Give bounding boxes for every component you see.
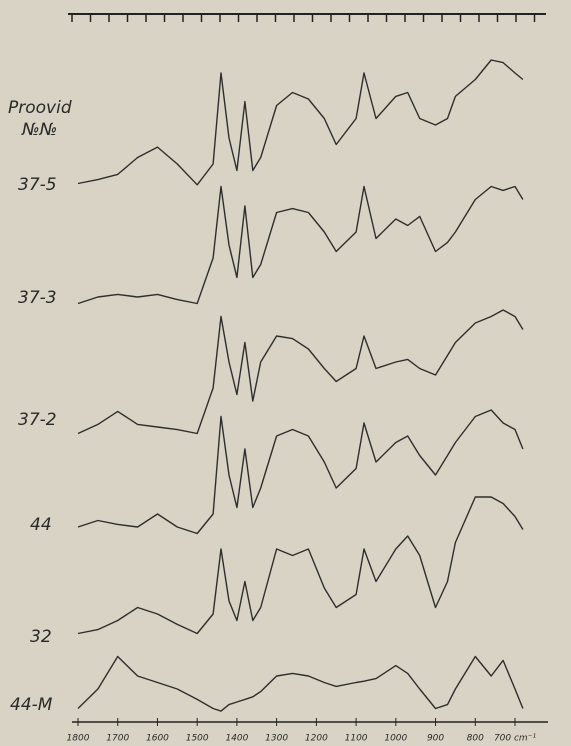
series-label: 44-M [10,695,53,715]
x-tick-label: 800 [467,734,484,744]
series-label: 32 [30,627,52,647]
x-tick-label: 1800 [67,734,90,744]
spectrum-line [77,655,524,712]
ruler-ticks [71,14,536,22]
series-label: 37-5 [18,175,57,195]
x-tick-label: 1600 [146,734,169,744]
series-label: 37-3 [18,288,57,308]
x-tick-label: 700 cm⁻¹ [494,734,537,744]
spectrum-line [77,59,524,186]
x-tick-label: 1100 [345,734,368,744]
spectrum-line [77,185,524,305]
x-tick-label: 1200 [305,734,328,744]
legend-title: №№ [21,120,57,140]
spectrum-line [77,409,524,535]
x-tick-label: 1400 [225,734,248,744]
x-tick-label: 1300 [265,734,288,744]
spectrum-line [77,309,524,435]
legend-title: Proovid [8,98,72,118]
x-tick-label: 900 [427,734,444,744]
series-label: 37-2 [18,410,57,430]
series-label: 44 [30,515,52,535]
x-tick-label: 1500 [186,734,209,744]
spectrum-line [77,496,524,635]
x-tick-label: 1000 [384,734,407,744]
x-tick-label: 1700 [106,734,129,744]
